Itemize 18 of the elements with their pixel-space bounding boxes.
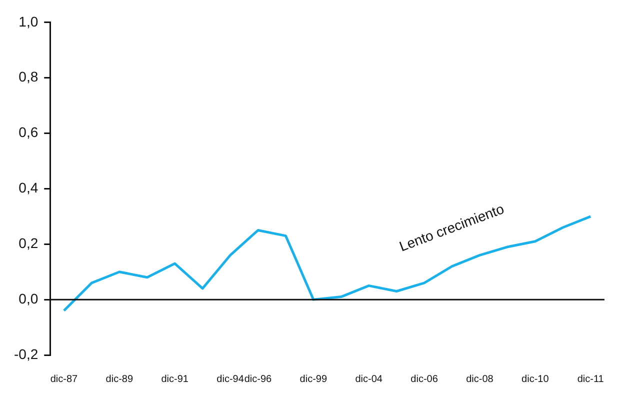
x-tick-label: dic-96 <box>244 374 272 385</box>
x-tick-label: dic-87 <box>50 374 78 385</box>
x-tick-label: dic-04 <box>355 374 383 385</box>
x-tick-label: dic-11 <box>577 374 604 385</box>
y-tick-label: -0,2 <box>14 346 38 362</box>
x-tick-label: dic-91 <box>161 374 189 385</box>
y-tick-label: 1,0 <box>18 13 38 30</box>
x-tick-label: dic-89 <box>106 374 134 385</box>
x-tick-label: dic-94 <box>216 374 244 385</box>
y-tick-label: 0,2 <box>18 234 38 251</box>
y-tick-label: 0,4 <box>18 180 38 196</box>
x-tick-label: dic-10 <box>522 374 550 385</box>
y-tick-label: 0,0 <box>18 290 38 306</box>
x-tick-label: dic-06 <box>410 374 438 385</box>
x-tick-label: dic-08 <box>466 374 494 385</box>
x-tick-label: dic-99 <box>300 374 328 385</box>
y-tick-label: 0,6 <box>18 124 38 140</box>
y-tick-label: 0,8 <box>18 68 38 85</box>
